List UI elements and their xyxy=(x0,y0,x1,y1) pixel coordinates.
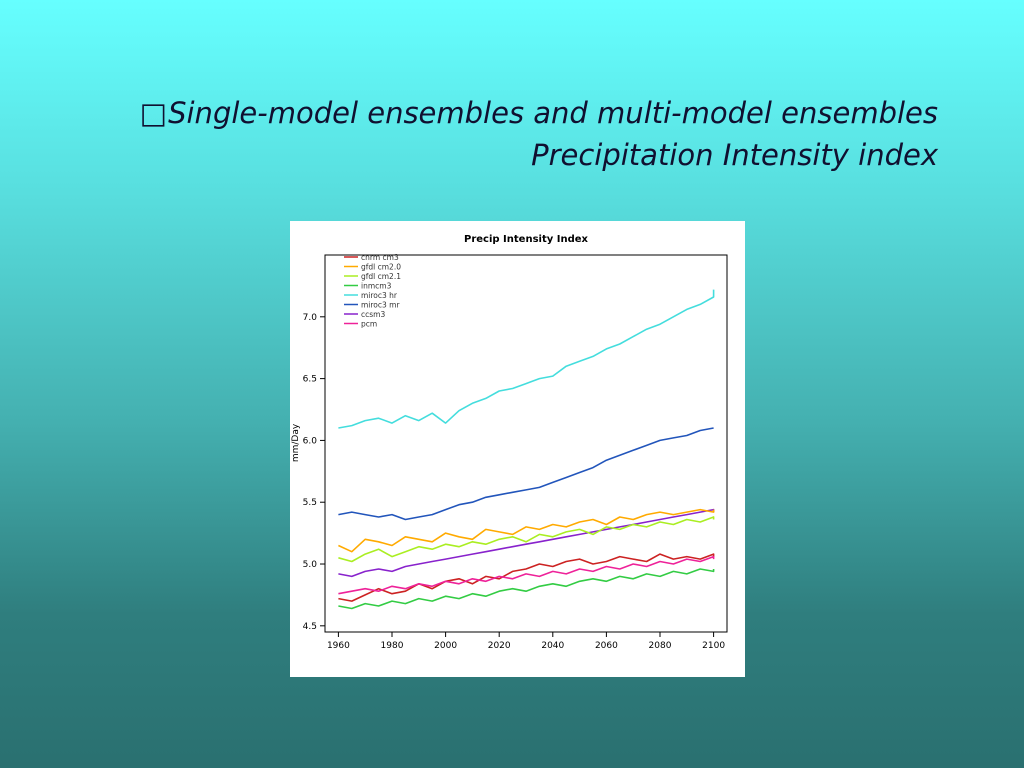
y-tick-label: 4.5 xyxy=(303,622,317,632)
legend-label: pcm xyxy=(361,320,377,329)
y-axis: 4.5 5.0 5.5 6.0 6.5 7.0 xyxy=(303,313,325,632)
x-tick-label: 2080 xyxy=(649,641,672,651)
series-line-miroc3-hr xyxy=(338,289,715,429)
series-line-gfdl-cm2-0 xyxy=(338,508,715,553)
x-tick-label: 2040 xyxy=(541,641,564,651)
legend-label: miroc3 mr xyxy=(361,301,400,310)
x-axis: 1960 1980 2000 2020 2040 2060 2080 2100 xyxy=(327,632,725,651)
x-tick-label: 2060 xyxy=(595,641,618,651)
chart-title: Precip Intensity Index xyxy=(464,234,589,245)
bullet-icon: □ xyxy=(139,96,168,130)
x-tick-label: 2100 xyxy=(702,641,725,651)
y-tick-label: 6.0 xyxy=(303,436,318,446)
y-axis-label: mm/Day xyxy=(291,423,301,462)
x-tick-label: 2000 xyxy=(434,641,457,651)
slide-title-line1: □Single-model ensembles and multi-model … xyxy=(58,92,938,134)
slide-title-line2: Precipitation Intensity index xyxy=(531,138,938,172)
legend-label: miroc3 hr xyxy=(361,291,398,300)
series-line-cnrm-cm3 xyxy=(338,553,715,602)
precip-intensity-chart: Precip Intensity Index 1960 1980 2000 2020 2… xyxy=(291,234,728,651)
series-line-pcm xyxy=(338,555,715,595)
x-tick-label: 1960 xyxy=(327,641,350,651)
slide-title-text-1: Single-model ensembles and multi-model e… xyxy=(168,96,938,130)
legend-label: inmcm3 xyxy=(361,282,392,291)
series-line-ccsm3 xyxy=(338,508,715,578)
y-tick-label: 5.5 xyxy=(303,498,317,508)
plot-frame xyxy=(324,254,728,633)
legend-label: cnrm cm3 xyxy=(361,253,399,262)
series-line-inmcm3 xyxy=(338,568,715,610)
series-line-gfdl-cm2-1 xyxy=(338,516,715,563)
legend-label: gfdl cm2.1 xyxy=(361,272,401,281)
legend-label: ccsm3 xyxy=(361,310,385,319)
plot-lines xyxy=(338,289,715,610)
y-tick-label: 6.5 xyxy=(303,375,317,385)
slide-title: □Single-model ensembles and multi-model … xyxy=(58,92,938,176)
x-tick-label: 2020 xyxy=(488,641,511,651)
y-tick-label: 7.0 xyxy=(303,313,318,323)
legend-label: gfdl cm2.0 xyxy=(361,263,401,272)
chart-panel: Precip Intensity Index 1960 1980 2000 2020 2… xyxy=(290,221,745,677)
series-line-miroc3-mr xyxy=(338,427,714,521)
x-tick-label: 1980 xyxy=(381,641,404,651)
y-tick-label: 5.0 xyxy=(303,560,318,570)
